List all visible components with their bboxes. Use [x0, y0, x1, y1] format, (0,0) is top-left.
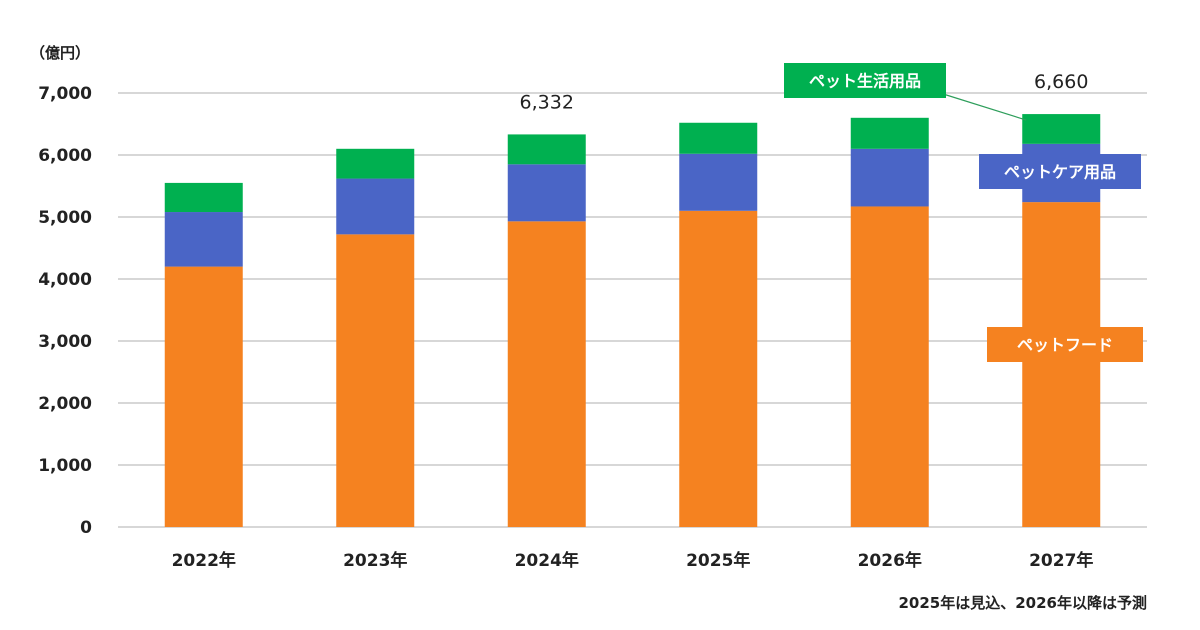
- y-tick-label: 4,000: [38, 270, 92, 290]
- x-category-label: 2023年: [343, 550, 407, 571]
- y-tick-label: 0: [80, 518, 92, 538]
- bar-segment: [336, 178, 415, 235]
- legend-swatch: [987, 327, 1143, 362]
- bar-segment: [164, 266, 243, 527]
- x-category-label: 2024年: [515, 550, 579, 571]
- legend-leader-line: [939, 92, 1027, 121]
- bar-stack: [507, 134, 586, 527]
- bar-segment: [850, 117, 929, 149]
- bar-stack: [850, 117, 929, 527]
- y-tick-label: 5,000: [38, 208, 92, 228]
- bar-stack: [164, 182, 243, 527]
- bar-segment: [507, 221, 586, 527]
- bar-segment: [507, 134, 586, 165]
- bar-segment: [164, 182, 243, 213]
- bar-total-label: 6,332: [520, 91, 574, 113]
- legend-label: ペット生活用品: [809, 72, 921, 91]
- x-category-label: 2022年: [172, 550, 236, 571]
- y-tick-label: 3,000: [38, 332, 92, 352]
- bar-stack: [679, 122, 758, 528]
- bar-segment: [679, 153, 758, 211]
- legend-swatch: [979, 154, 1141, 189]
- legend-swatch: [784, 63, 946, 98]
- x-category-label: 2025年: [686, 550, 750, 571]
- bar-segment: [164, 212, 243, 267]
- legend-entry: ペットフード: [987, 327, 1143, 362]
- bar-segment: [679, 210, 758, 528]
- x-category-label: 2027年: [1029, 550, 1093, 571]
- bar-segment: [850, 206, 929, 527]
- x-category-label: 2026年: [858, 550, 922, 571]
- bar-segment: [336, 234, 415, 528]
- bar-segment: [507, 164, 586, 222]
- y-tick-label: 1,000: [38, 456, 92, 476]
- legend-label: ペットケア用品: [1004, 163, 1116, 182]
- y-tick-label: 6,000: [38, 146, 92, 166]
- bar-segment: [850, 148, 929, 207]
- bar-segment: [336, 148, 415, 179]
- y-axis-unit-label: （億円）: [30, 44, 90, 62]
- forecast-note: 2025年は見込、2026年以降は予測: [899, 594, 1148, 612]
- legend-label: ペットフード: [1017, 336, 1113, 355]
- bar-segment: [679, 122, 758, 154]
- bar-segment: [1022, 114, 1101, 144]
- bar-segment: [1022, 202, 1101, 527]
- y-tick-label: 7,000: [38, 84, 92, 104]
- bar-total-label: 6,660: [1034, 71, 1088, 93]
- y-tick-label: 2,000: [38, 394, 92, 414]
- legend-entry: ペット生活用品: [784, 63, 946, 98]
- legend-entry: ペットケア用品: [979, 154, 1141, 189]
- bar-stack: [336, 148, 415, 528]
